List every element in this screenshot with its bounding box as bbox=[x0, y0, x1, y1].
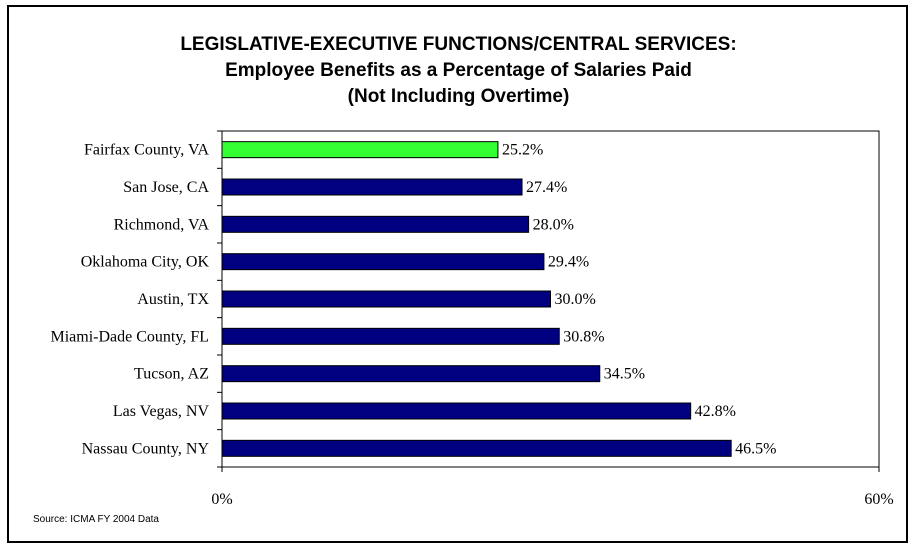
category-label: Tucson, AZ bbox=[134, 366, 209, 383]
title-line-2: Employee Benefits as a Percentage of Sal… bbox=[225, 60, 692, 81]
category-label: Nassau County, NY bbox=[82, 440, 210, 457]
title-line-1: LEGISLATIVE-EXECUTIVE FUNCTIONS/CENTRAL … bbox=[180, 34, 737, 55]
category-label: Las Vegas, NV bbox=[113, 403, 210, 420]
bar-7 bbox=[221, 402, 692, 420]
source-note: Source: ICMA FY 2004 Data bbox=[33, 514, 159, 525]
bar-8 bbox=[221, 439, 732, 457]
bar-0 bbox=[221, 141, 499, 159]
value-label: 29.4% bbox=[548, 254, 589, 271]
value-label: 27.4% bbox=[526, 179, 567, 196]
x-tick-label-min: 0% bbox=[211, 491, 232, 508]
category-label: San Jose, CA bbox=[123, 179, 209, 196]
category-label: Richmond, VA bbox=[114, 216, 210, 233]
bar-3 bbox=[221, 253, 545, 271]
value-label: 42.8% bbox=[695, 403, 736, 420]
bar-4 bbox=[221, 290, 551, 308]
value-label: 30.8% bbox=[563, 328, 604, 345]
x-tick-label-max: 60% bbox=[864, 491, 893, 508]
value-label: 30.0% bbox=[555, 291, 596, 308]
bar-6 bbox=[221, 365, 601, 383]
bar-1 bbox=[221, 178, 523, 196]
value-label: 25.2% bbox=[502, 142, 543, 159]
title-line-3: (Not Including Overtime) bbox=[347, 86, 570, 107]
bar-2 bbox=[221, 215, 530, 233]
bar-5 bbox=[221, 327, 560, 345]
chart-title: LEGISLATIVE-EXECUTIVE FUNCTIONS/CENTRAL … bbox=[0, 32, 917, 110]
category-label: Fairfax County, VA bbox=[84, 142, 209, 159]
value-label: 34.5% bbox=[604, 366, 645, 383]
category-label: Miami-Dade County, FL bbox=[51, 328, 210, 345]
category-label: Austin, TX bbox=[137, 291, 209, 308]
value-label: 28.0% bbox=[533, 216, 574, 233]
category-label: Oklahoma City, OK bbox=[81, 254, 210, 271]
value-label: 46.5% bbox=[735, 440, 776, 457]
